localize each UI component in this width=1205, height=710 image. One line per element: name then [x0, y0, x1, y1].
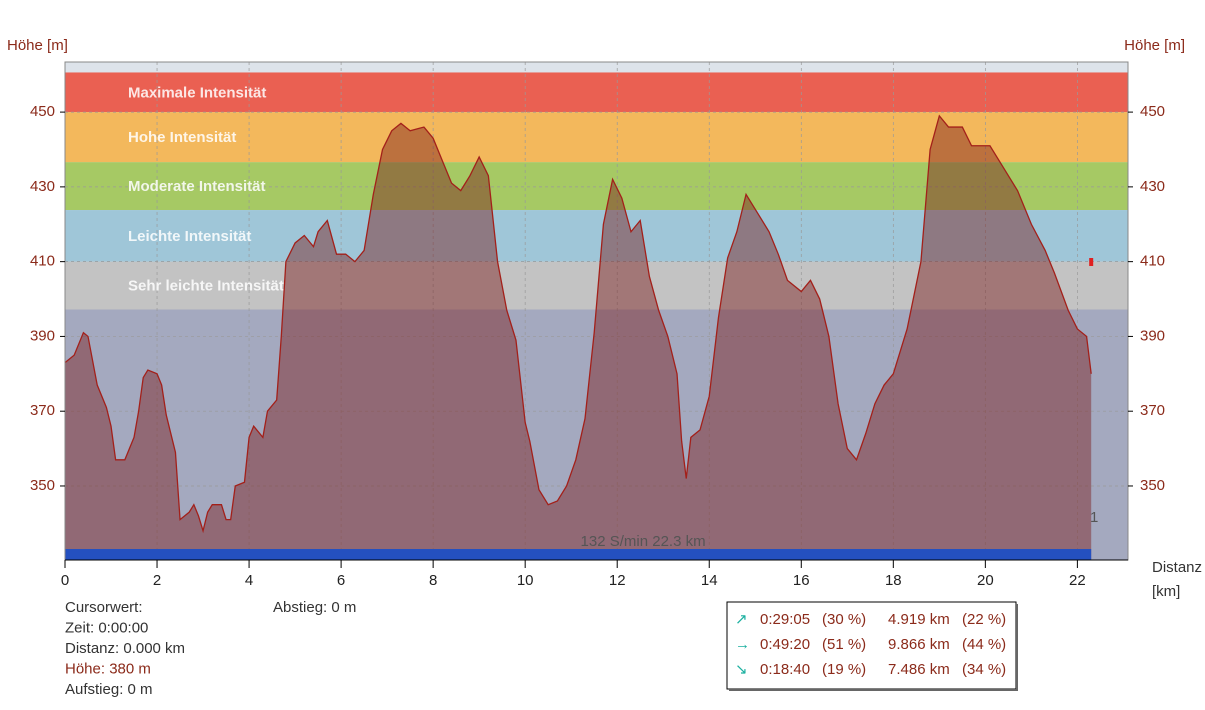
x-tick-label: 20: [977, 572, 994, 589]
y2-tick-label: 410: [1140, 253, 1165, 270]
band-label: Leichte Intensität: [128, 228, 251, 245]
stat-value: (30 %): [822, 611, 866, 628]
elevation-area: [65, 115, 1092, 561]
cursor-info: Cursorwert:: [65, 599, 143, 616]
stat-value: (44 %): [962, 636, 1006, 653]
y2-tick-label: 450: [1140, 103, 1165, 120]
x-tick-label: 6: [337, 572, 345, 589]
stat-value: 4.919 km: [888, 611, 950, 628]
plot-background: [65, 309, 1128, 560]
band-label: Sehr leichte Intensität: [128, 278, 284, 295]
x-tick-label: 18: [885, 572, 902, 589]
y-tick-label: 410: [30, 253, 55, 270]
x-tick-label: 16: [793, 572, 810, 589]
up-icon: ↗: [735, 611, 748, 628]
pace-bar-label: 132 S/min 22.3 km: [581, 533, 706, 550]
stat-value: (19 %): [822, 661, 866, 678]
y-tick-label: 430: [30, 178, 55, 195]
x-tick-label: 4: [245, 572, 253, 589]
stat-value: (51 %): [822, 636, 866, 653]
cursor-info: Distanz: 0.000 km: [65, 640, 185, 657]
cursor-info: Aufstieg: 0 m: [65, 681, 153, 698]
intensity-band: [65, 210, 1128, 262]
y-tick-label: 390: [30, 327, 55, 344]
y2-tick-label: 350: [1140, 477, 1165, 494]
intensity-band: [65, 72, 1128, 113]
x-tick-label: 22: [1069, 572, 1086, 589]
cursor-info: Zeit: 0:00:00: [65, 619, 148, 636]
stat-value: 9.866 km: [888, 636, 950, 653]
x-tick-label: 2: [153, 572, 161, 589]
y-tick-label: 450: [30, 103, 55, 120]
x-tick-label: 0: [61, 572, 69, 589]
y-tick-label: 370: [30, 402, 55, 419]
y2-tick-label: 390: [1140, 327, 1165, 344]
marker-label: 1: [1090, 509, 1098, 526]
elevation-line: [64, 114, 1092, 534]
y2-axis-label: Höhe [m]: [1124, 37, 1185, 54]
cursor-info: Abstieg: 0 m: [273, 599, 356, 616]
stat-value: (34 %): [962, 661, 1006, 678]
y2-tick-label: 430: [1140, 178, 1165, 195]
band-label: Maximale Intensität: [128, 84, 266, 101]
stat-value: 7.486 km: [888, 661, 950, 678]
pace-bar: [65, 549, 1092, 560]
flat-icon: →: [735, 636, 750, 653]
band-label: Hohe Intensität: [128, 129, 236, 146]
cursor-info: Höhe: 380 m: [65, 660, 151, 677]
y2-tick-label: 370: [1140, 402, 1165, 419]
x-tick-label: 8: [429, 572, 437, 589]
down-icon: ↘: [735, 661, 748, 678]
end-marker: [1089, 258, 1094, 266]
intensity-band: [65, 162, 1128, 211]
stat-value: 0:18:40: [760, 661, 810, 678]
band-label: Moderate Intensität: [128, 178, 266, 195]
intensity-band: [65, 112, 1128, 163]
x-tick-label: 14: [701, 572, 718, 589]
stat-value: (22 %): [962, 611, 1006, 628]
stats-box: [726, 601, 1017, 690]
x-tick-label: 10: [517, 572, 534, 589]
stat-value: 0:29:05: [760, 611, 810, 628]
x-axis-label: Distanz [km]: [1152, 559, 1203, 600]
y-axis-label: Höhe [m]: [7, 37, 68, 54]
y-tick-label: 350: [30, 477, 55, 494]
stat-value: 0:49:20: [760, 636, 810, 653]
x-tick-label: 12: [609, 572, 626, 589]
